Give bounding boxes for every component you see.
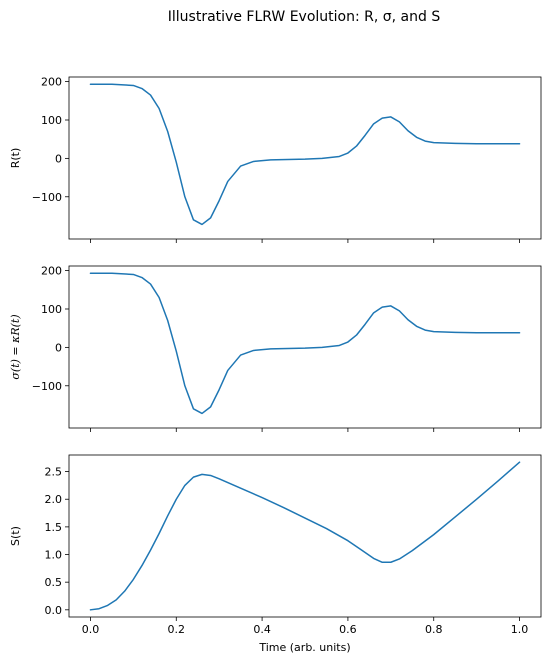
y-tick-label-3-5: 2.5 [45, 466, 63, 479]
x-tick-label-3-1: 0.2 [168, 623, 186, 636]
x-axis-label-3: Time (arb. units) [258, 641, 350, 654]
y-tick-label-3-3: 1.5 [45, 521, 63, 534]
y-tick-label-1-3: 200 [41, 76, 62, 89]
y-tick-label-2-3: 200 [41, 265, 62, 278]
y-axis-label-2: σ(t) = κR(t) [9, 314, 22, 379]
figure-title: Illustrative FLRW Evolution: R, σ, and S [168, 9, 441, 25]
y-axis-label-3: S(t) [9, 526, 22, 546]
axes-frame-2 [68, 265, 542, 429]
y-tick-label-2-0: −100 [32, 380, 62, 393]
x-tick-label-3-5: 1.0 [511, 623, 529, 636]
y-tick-label-1-0: −100 [32, 191, 62, 204]
y-axis-label-1: R(t) [9, 148, 22, 169]
series-line-3-1 [89, 461, 521, 611]
y-tick-label-2-1: 0 [55, 341, 62, 354]
panels-group: −100 0 100 200 R(t) −100 0 100 200 σ(t) = κR(t) 0.… [9, 76, 542, 654]
x-tick-label-3-2: 0.4 [253, 623, 271, 636]
y-tick-label-2-2: 100 [41, 303, 62, 316]
y-tick-label-3-2: 1.0 [45, 549, 63, 562]
y-tick-label-3-4: 2.0 [45, 493, 63, 506]
y-tick-label-3-0: 0.0 [45, 604, 63, 617]
x-tick-label-3-3: 0.6 [339, 623, 357, 636]
y-tick-label-1-1: 0 [55, 152, 62, 165]
x-tick-label-3-0: 0.0 [82, 623, 100, 636]
series-line-2-1 [89, 272, 521, 415]
axes-frame-1 [68, 76, 542, 240]
y-tick-label-3-1: 0.5 [45, 576, 63, 589]
x-tick-label-3-4: 0.8 [425, 623, 443, 636]
axes-frame-3 [68, 454, 542, 618]
panel-2: −100 0 100 200 σ(t) = κR(t) [9, 265, 542, 432]
y-tick-label-1-2: 100 [41, 114, 62, 127]
series-line-1-1 [89, 83, 521, 226]
panel-1: −100 0 100 200 R(t) [9, 76, 542, 243]
panel-3: 0.0 0.2 0.4 0.6 0.8 1.0 0.0 0.5 1.0 1.5 2.0 2.5 S(t)… [9, 454, 542, 654]
